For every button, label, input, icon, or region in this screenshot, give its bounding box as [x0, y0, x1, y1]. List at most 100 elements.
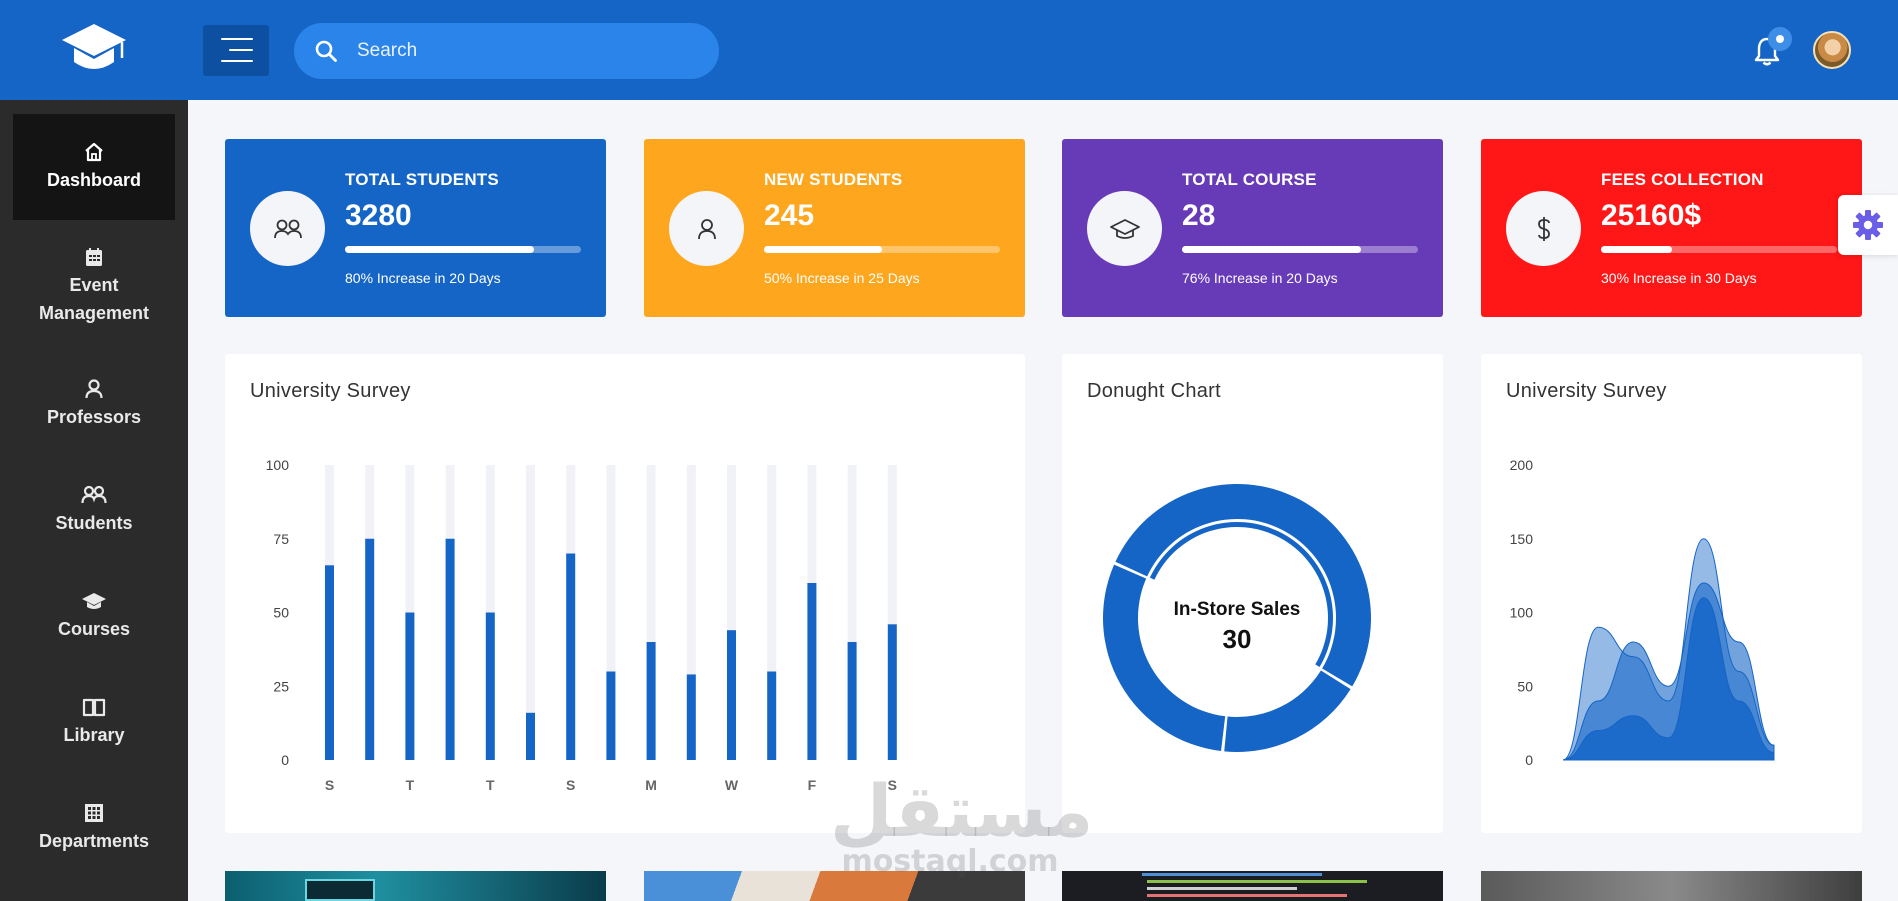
- bar: [606, 671, 616, 760]
- bar-track: [727, 465, 736, 760]
- stat-value: 3280: [345, 199, 412, 232]
- stat-icon-circle: [250, 191, 325, 266]
- sidebar-item-label: Dashboard: [46, 169, 142, 190]
- y-tick-label: 50: [1517, 678, 1533, 694]
- course-photo[interactable]: [1062, 871, 1443, 901]
- search-icon: [315, 40, 337, 62]
- sidebar-item-label: Event Management: [38, 275, 150, 323]
- area-chart: 0 50 100 150 200: [1510, 457, 1775, 768]
- stat-progress-bar: [1182, 246, 1418, 253]
- bar: [847, 642, 857, 760]
- y-tick-label: 100: [266, 457, 290, 473]
- x-tick-label: S: [888, 777, 897, 793]
- x-tick-label: T: [406, 777, 415, 793]
- course-photo[interactable]: [1481, 871, 1862, 901]
- calendar-icon: [86, 248, 102, 266]
- donut-center-value: 30: [1223, 624, 1252, 654]
- stat-card-total-students[interactable]: TOTAL STUDENTS 3280 80% Increase in 20 D…: [225, 139, 606, 317]
- home-icon: [85, 142, 103, 161]
- stat-value: 28: [1182, 199, 1216, 232]
- card-title: Donught Chart: [1087, 380, 1221, 402]
- bar: [727, 630, 736, 760]
- stat-card-fees-collection[interactable]: FEES COLLECTION 25160$ 30% Increase in 3…: [1481, 139, 1862, 317]
- course-photo[interactable]: [225, 871, 606, 901]
- graduation-cap-logo-icon[interactable]: [60, 22, 128, 78]
- bar: [445, 538, 455, 760]
- y-tick-label: 75: [273, 531, 289, 547]
- stat-icon-circle: [669, 191, 744, 266]
- laptop-shape: [305, 879, 375, 901]
- sidebar-item-label: Students: [55, 513, 133, 533]
- menu-toggle-button[interactable]: [203, 25, 269, 76]
- x-tick-label: F: [808, 777, 817, 793]
- sidebar-item-courses[interactable]: Courses: [13, 590, 175, 643]
- course-photo[interactable]: [644, 871, 1025, 901]
- bar-track: [767, 465, 777, 760]
- donut-slice: [1103, 564, 1226, 752]
- settings-gear-button[interactable]: [1838, 195, 1898, 255]
- x-tick-label: W: [725, 777, 739, 793]
- y-tick-label: 0: [1525, 752, 1533, 768]
- y-tick-label: 150: [1510, 531, 1534, 547]
- gear-icon: [1853, 210, 1883, 240]
- sidebar-item-event-management[interactable]: Event Management: [13, 246, 175, 327]
- bar: [365, 538, 375, 760]
- bar: [807, 583, 817, 760]
- stat-card-new-students[interactable]: NEW STUDENTS 245 50% Increase in 25 Days: [644, 139, 1025, 317]
- y-tick-label: 50: [273, 605, 289, 621]
- sidebar-item-library[interactable]: Library: [13, 696, 175, 749]
- stat-note: 30% Increase in 30 Days: [1601, 270, 1757, 286]
- sidebar-item-label: Library: [63, 725, 125, 745]
- bar-chart: 0 25 50 75 100 S T T S M W F S: [266, 457, 897, 793]
- area-series: [1562, 597, 1775, 761]
- bar-track: [686, 465, 696, 760]
- sidebar-item-students[interactable]: Students: [13, 484, 175, 537]
- x-tick-label: S: [325, 777, 334, 793]
- bar-track: [887, 465, 897, 760]
- stat-title: FEES COLLECTION: [1601, 170, 1764, 189]
- dollar-icon: [1537, 216, 1550, 241]
- stat-title: TOTAL STUDENTS: [345, 170, 499, 189]
- donut-slice: [1224, 670, 1351, 752]
- bar: [767, 671, 777, 760]
- bar: [325, 565, 334, 760]
- donut-chart-card: Donught Chart In-Store Sales 30: [1062, 354, 1443, 833]
- stat-progress-bar: [764, 246, 1000, 253]
- stat-progress-fill: [345, 246, 534, 253]
- users-icon: [81, 485, 107, 504]
- stat-title: TOTAL COURSE: [1182, 170, 1317, 189]
- search-input[interactable]: [357, 40, 677, 62]
- graduation-cap-icon: [82, 593, 106, 609]
- code-line: [1147, 894, 1347, 897]
- stat-note: 50% Increase in 25 Days: [764, 270, 920, 286]
- donut-center-label: In-Store Sales: [1174, 599, 1301, 620]
- code-line: [1147, 887, 1297, 890]
- bar-track: [606, 465, 616, 760]
- y-tick-label: 25: [273, 678, 289, 694]
- donut-slice: [1115, 483, 1371, 687]
- stat-progress-fill: [1182, 246, 1362, 253]
- stat-note: 76% Increase in 20 Days: [1182, 270, 1338, 286]
- stat-progress-bar: [345, 246, 581, 253]
- sidebar-item-dashboard[interactable]: Dashboard: [13, 114, 175, 220]
- bar-track: [847, 465, 857, 760]
- bar: [686, 674, 696, 760]
- users-icon: [273, 219, 302, 238]
- bar-track: [646, 465, 656, 760]
- code-line: [1142, 873, 1322, 876]
- sidebar-item-professors[interactable]: Professors: [13, 378, 175, 431]
- y-tick-label: 0: [281, 752, 289, 768]
- x-tick-label: M: [645, 777, 657, 793]
- university-survey-bar-card: University Survey 0 25 50 75 100 S T T S M W F S: [225, 354, 1025, 833]
- bar: [526, 712, 535, 760]
- stat-card-total-course[interactable]: TOTAL COURSE 28 76% Increase in 20 Days: [1062, 139, 1443, 317]
- stat-progress-fill: [764, 246, 882, 253]
- stat-value: 25160$: [1601, 199, 1702, 232]
- sidebar: Dashboard Event Management Professors St…: [0, 100, 188, 901]
- bar: [646, 642, 656, 760]
- sidebar-item-departments[interactable]: Departments: [13, 802, 175, 855]
- user-avatar[interactable]: [1813, 31, 1851, 69]
- x-tick-label: T: [486, 777, 495, 793]
- bar: [485, 612, 495, 760]
- sidebar-item-label: Courses: [57, 619, 131, 639]
